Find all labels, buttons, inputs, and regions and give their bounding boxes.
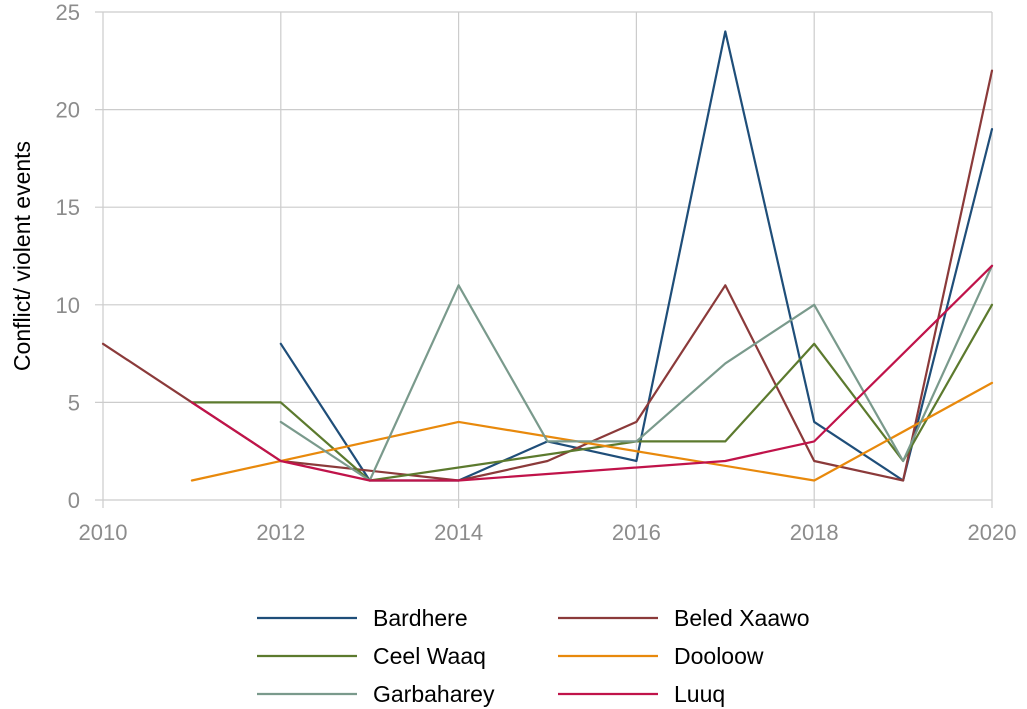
- legend: Bardhere Beled Xaawo Ceel Waaq Dooloow Garba…: [257, 605, 810, 707]
- y-tick-label: 25: [56, 0, 80, 25]
- legend-label: Bardhere: [373, 605, 468, 631]
- y-axis-ticks: 0 5 10 15 20 25: [56, 0, 80, 513]
- series-line-ceel-waaq: [190, 303, 994, 482]
- x-tick-label: 2020: [968, 520, 1017, 545]
- x-axis-ticks: 2010 2012 2014 2016 2018 2020: [79, 520, 1017, 545]
- series-lines: [101, 30, 994, 482]
- y-tick-label: 15: [56, 195, 80, 220]
- y-tick-label: 20: [56, 98, 80, 123]
- legend-label: Luuq: [674, 681, 725, 707]
- x-tick-label: 2012: [256, 520, 305, 545]
- x-tick-label: 2010: [79, 520, 128, 545]
- x-tick-label: 2016: [612, 520, 661, 545]
- x-tick-label: 2018: [790, 520, 839, 545]
- legend-label: Dooloow: [674, 643, 764, 669]
- legend-item: Beled Xaawo: [558, 605, 810, 631]
- series-line-garbaharey: [279, 264, 994, 482]
- series-line-luuq: [190, 264, 994, 482]
- legend-label: Beled Xaawo: [674, 605, 810, 631]
- series-line-beled-xaawo: [101, 69, 994, 482]
- y-axis-title: Conflict/ violent events: [9, 141, 35, 371]
- legend-item: Garbaharey: [257, 681, 495, 707]
- legend-item: Dooloow: [558, 643, 764, 669]
- y-tick-label: 0: [68, 488, 80, 513]
- series-line-dooloow: [190, 381, 994, 482]
- legend-item: Luuq: [558, 681, 725, 707]
- x-tick-label: 2014: [434, 520, 483, 545]
- legend-label: Garbaharey: [373, 681, 495, 707]
- legend-item: Bardhere: [257, 605, 468, 631]
- y-tick-label: 10: [56, 293, 80, 318]
- legend-item: Ceel Waaq: [257, 643, 486, 669]
- legend-label: Ceel Waaq: [373, 643, 486, 669]
- y-tick-label: 5: [68, 390, 80, 415]
